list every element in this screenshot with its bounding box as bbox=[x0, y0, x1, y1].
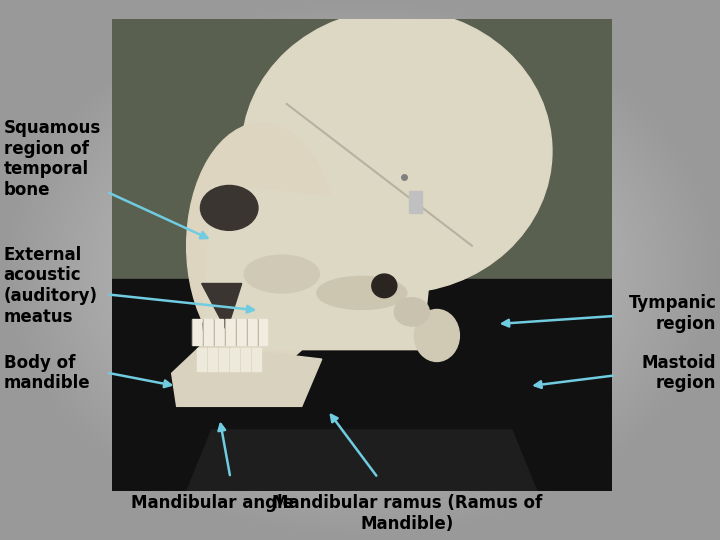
Polygon shape bbox=[202, 284, 242, 330]
Bar bbox=[112, 279, 612, 491]
Text: Tympanic
region: Tympanic region bbox=[629, 294, 716, 333]
Bar bbox=[247, 319, 256, 345]
Ellipse shape bbox=[200, 185, 258, 231]
Ellipse shape bbox=[186, 123, 337, 368]
Polygon shape bbox=[171, 345, 322, 406]
Ellipse shape bbox=[242, 10, 552, 293]
Bar bbox=[197, 348, 206, 371]
Bar bbox=[225, 319, 234, 345]
Bar bbox=[240, 348, 250, 371]
Text: Mandibular angle: Mandibular angle bbox=[131, 494, 294, 512]
Bar bbox=[214, 319, 222, 345]
Text: External
acoustic
(auditory)
meatus: External acoustic (auditory) meatus bbox=[4, 246, 98, 326]
Polygon shape bbox=[202, 184, 437, 350]
Circle shape bbox=[372, 274, 397, 298]
Bar bbox=[207, 348, 217, 371]
Text: Body of
mandible: Body of mandible bbox=[4, 354, 90, 393]
Text: Mastoid
region: Mastoid region bbox=[642, 354, 716, 393]
Bar bbox=[230, 348, 239, 371]
Polygon shape bbox=[186, 430, 537, 491]
Bar bbox=[252, 348, 261, 371]
Bar bbox=[258, 319, 266, 345]
Ellipse shape bbox=[244, 255, 319, 293]
Bar bbox=[235, 319, 245, 345]
Ellipse shape bbox=[317, 276, 407, 309]
Bar bbox=[202, 319, 212, 345]
Bar bbox=[410, 191, 422, 213]
Text: Mandibular ramus (Ramus of
Mandible): Mandibular ramus (Ramus of Mandible) bbox=[271, 494, 542, 533]
Ellipse shape bbox=[414, 309, 459, 361]
Bar bbox=[192, 319, 201, 345]
Bar bbox=[112, 19, 612, 279]
Bar bbox=[219, 348, 228, 371]
Text: Squamous
region of
temporal
bone: Squamous region of temporal bone bbox=[4, 119, 101, 199]
Ellipse shape bbox=[395, 298, 429, 326]
